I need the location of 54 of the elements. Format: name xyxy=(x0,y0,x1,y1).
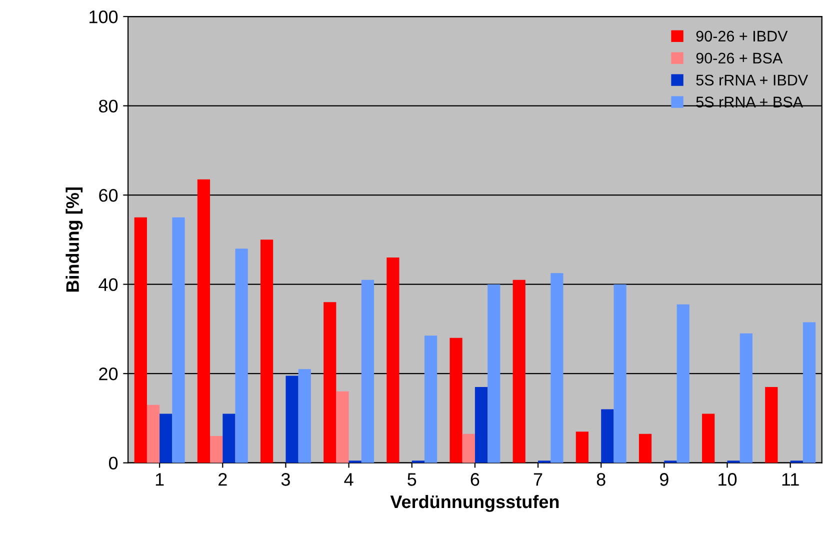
y-axis-title: Bindung [%] xyxy=(66,188,83,292)
x-tick-label: 11 xyxy=(782,473,799,486)
bar xyxy=(614,284,626,463)
x-tick-label: 1 xyxy=(156,473,164,486)
x-tick-label: 5 xyxy=(408,473,416,486)
legend-label: 90-26 + IBDV xyxy=(696,30,788,42)
bar xyxy=(424,336,438,463)
bar xyxy=(197,179,210,463)
bar xyxy=(146,404,160,463)
bar xyxy=(676,304,690,463)
bar xyxy=(802,322,816,463)
x-tick-label: 4 xyxy=(344,473,354,486)
bar xyxy=(235,248,248,463)
y-tick-label: 80 xyxy=(99,100,118,113)
legend-label: 5S rRNA + IBDV xyxy=(696,74,808,86)
bar xyxy=(361,280,374,463)
bar xyxy=(512,280,526,463)
x-tick-label: 2 xyxy=(218,473,227,486)
x-tick-label: 8 xyxy=(596,473,606,486)
bar xyxy=(474,386,488,463)
bar xyxy=(576,432,588,463)
bar xyxy=(702,414,715,463)
bar xyxy=(740,333,752,463)
bar xyxy=(160,414,172,463)
y-tick-label: 40 xyxy=(98,278,118,292)
bar xyxy=(260,240,274,463)
bar xyxy=(336,391,349,463)
x-tick-label: 7 xyxy=(534,473,542,486)
y-tick-label: 100 xyxy=(90,10,118,24)
bar xyxy=(134,217,147,463)
bar xyxy=(386,258,400,463)
bar xyxy=(462,434,475,463)
x-tick-label: 6 xyxy=(470,473,480,486)
bar xyxy=(601,409,614,463)
legend-label: 90-26 + BSA xyxy=(696,52,783,64)
bar xyxy=(172,217,185,463)
bar xyxy=(638,434,652,463)
y-tick-label: 60 xyxy=(99,188,118,202)
bar xyxy=(298,369,311,463)
bar xyxy=(450,338,462,463)
y-tick-label: 0 xyxy=(108,456,118,470)
bar xyxy=(550,273,564,463)
bar xyxy=(488,284,500,463)
bar xyxy=(324,302,336,463)
y-tick-label: 20 xyxy=(99,368,118,380)
legend-label: 5S rRNA + BSA xyxy=(696,96,803,108)
bar xyxy=(765,386,778,463)
x-tick-label: 10 xyxy=(718,473,737,486)
x-tick-label: 3 xyxy=(281,473,290,486)
bar xyxy=(286,376,298,463)
bar xyxy=(210,436,223,463)
bar xyxy=(222,414,236,463)
x-tick-label: 9 xyxy=(660,473,668,486)
x-axis-title: Verdünnungsstufen xyxy=(390,494,559,512)
